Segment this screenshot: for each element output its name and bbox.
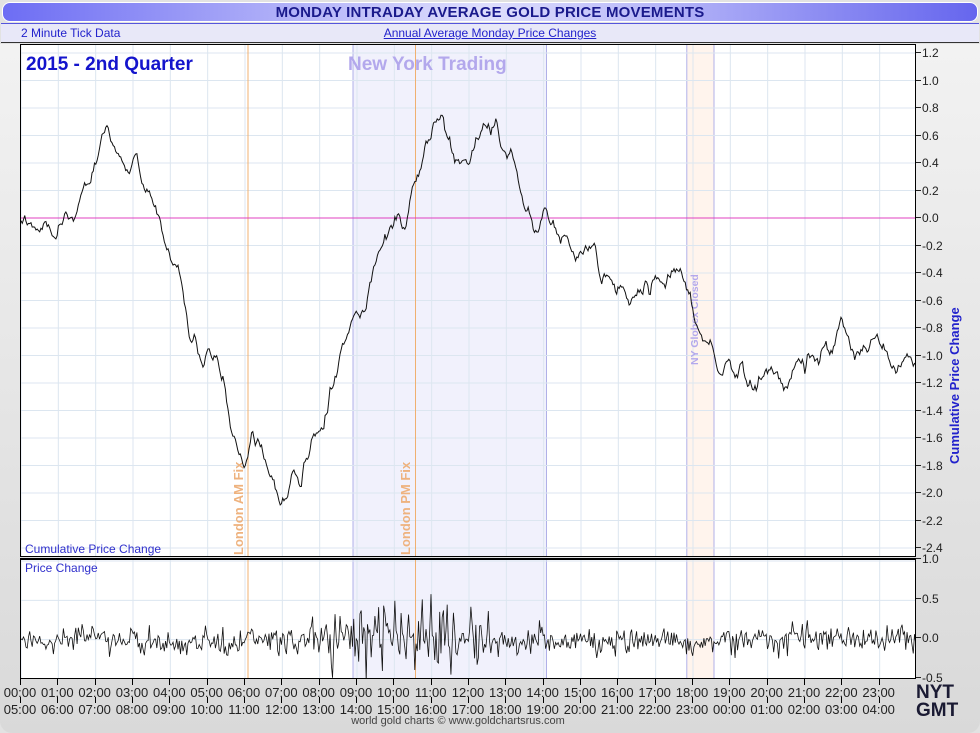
svg-text:NY Globex Closed: NY Globex Closed [689, 274, 701, 365]
svg-text:New York Trading: New York Trading [348, 54, 507, 75]
svg-text:London AM Fix: London AM Fix [231, 461, 246, 555]
svg-text:London PM Fix: London PM Fix [398, 461, 413, 555]
svg-text:Price Change: Price Change [25, 561, 98, 575]
svg-text:Cumulative Price Change: Cumulative Price Change [25, 542, 161, 556]
svg-text:2015 - 2nd Quarter: 2015 - 2nd Quarter [26, 54, 193, 75]
